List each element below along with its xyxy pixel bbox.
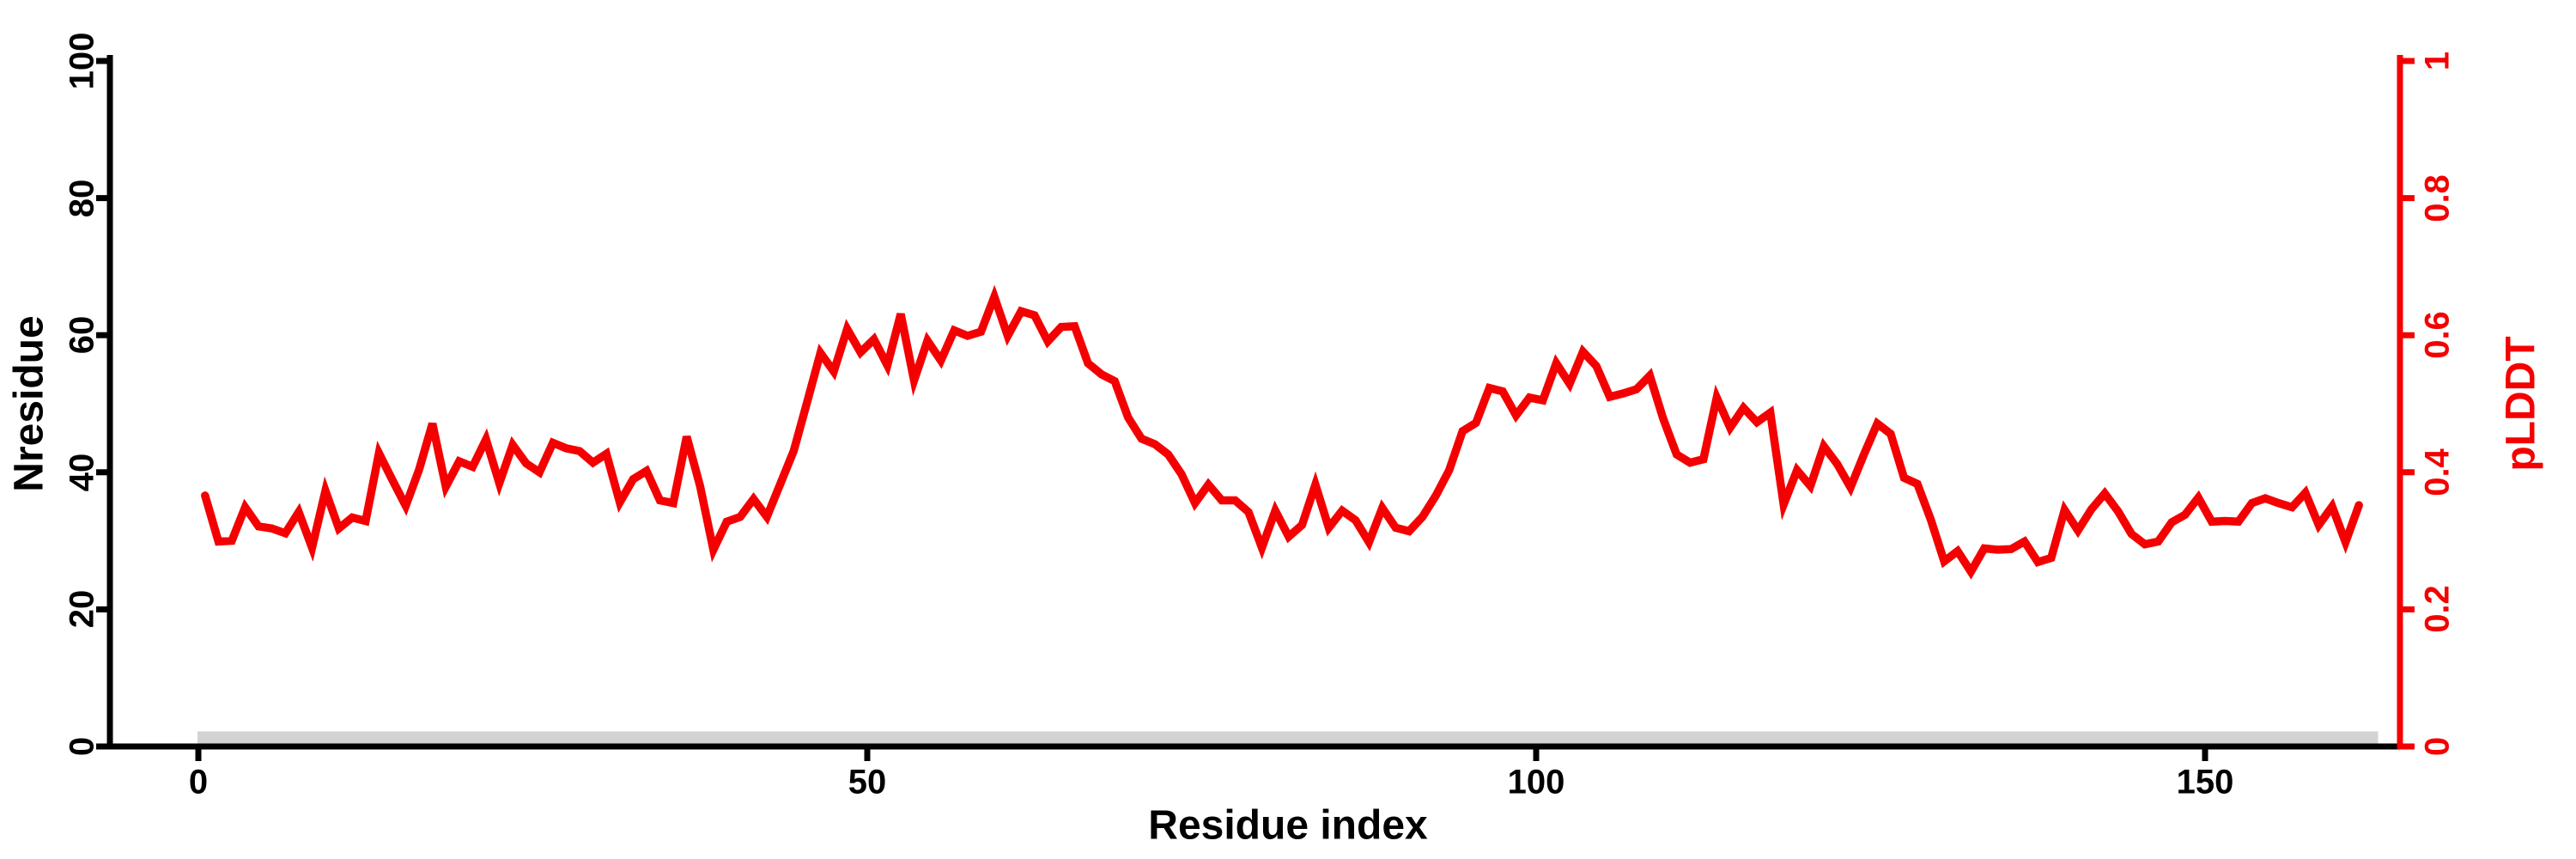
- y-axis-title-left: Nresidue: [6, 315, 52, 492]
- x-tick-label: 100: [1507, 763, 1565, 801]
- x-tick-label: 150: [2176, 763, 2234, 801]
- y-tick-label-right: 0: [2418, 736, 2457, 757]
- y-tick-label-right: 1: [2418, 51, 2457, 71]
- y-tick-label-left: 80: [63, 179, 101, 217]
- y-tick-label-left: 40: [63, 453, 101, 492]
- sequence-bar: [197, 731, 2379, 746]
- y-tick-label-right: 0.4: [2418, 448, 2457, 497]
- x-tick-label: 0: [188, 763, 209, 801]
- y-tick-label-left: 60: [63, 315, 101, 355]
- y-tick-label-right: 0.6: [2418, 311, 2457, 359]
- x-tick-label: 50: [848, 763, 887, 801]
- x-axis-title: Residue index: [1148, 802, 1428, 849]
- plddt-line: [201, 284, 2363, 580]
- y-tick-label-right: 0.2: [2418, 585, 2457, 634]
- y-axis-title-right: pLDDT: [2498, 336, 2544, 472]
- y-tick-label-left: 0: [63, 736, 101, 757]
- y-tick-label-left: 20: [63, 590, 101, 629]
- y-tick-label-left: 100: [63, 32, 101, 90]
- y-tick-label-right: 0.8: [2418, 174, 2457, 222]
